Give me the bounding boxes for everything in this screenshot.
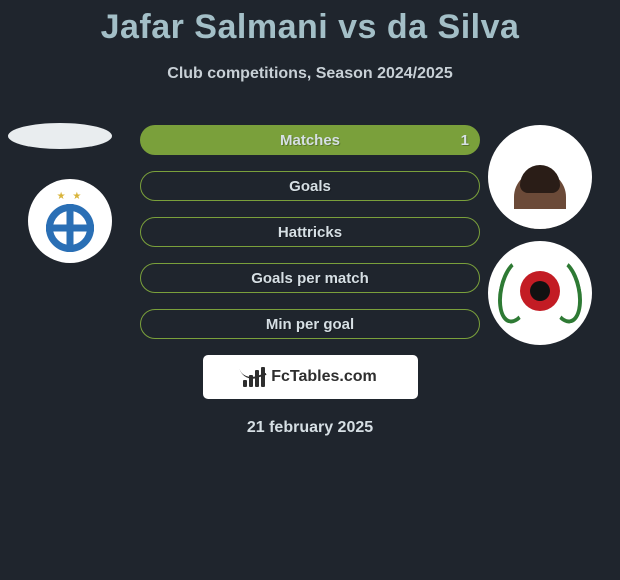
stat-label: Matches	[280, 132, 340, 149]
stat-row-goals-per-match: Goals per match	[140, 263, 480, 293]
stat-row-goals: Goals	[140, 171, 480, 201]
stat-row-matches: Matches 1	[140, 125, 480, 155]
date-line: 21 february 2025	[0, 419, 620, 437]
stat-value-right: 1	[461, 132, 469, 149]
page-title: Jafar Salmani vs da Silva	[0, 0, 620, 47]
subtitle: Club competitions, Season 2024/2025	[0, 65, 620, 83]
stat-label: Min per goal	[266, 316, 354, 333]
stat-label: Goals	[289, 178, 331, 195]
fctables-logo-icon	[243, 367, 265, 387]
stat-label: Goals per match	[251, 270, 369, 287]
source-badge[interactable]: FcTables.com	[203, 355, 418, 399]
stat-label: Hattricks	[278, 224, 342, 241]
stat-row-hattricks: Hattricks	[140, 217, 480, 247]
stats-area: Matches 1 Goals Hattricks Goals per matc…	[0, 125, 620, 437]
stat-row-min-per-goal: Min per goal	[140, 309, 480, 339]
source-badge-text: FcTables.com	[271, 368, 377, 386]
